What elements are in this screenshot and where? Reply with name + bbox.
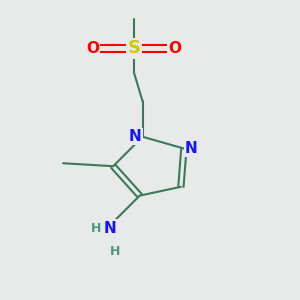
Text: N: N: [104, 220, 117, 236]
Text: O: O: [86, 41, 99, 56]
Text: H: H: [91, 221, 101, 235]
Text: S: S: [127, 39, 140, 57]
Text: O: O: [169, 41, 182, 56]
Text: H: H: [110, 245, 120, 258]
Text: N: N: [185, 141, 198, 156]
Text: N: N: [129, 129, 142, 144]
